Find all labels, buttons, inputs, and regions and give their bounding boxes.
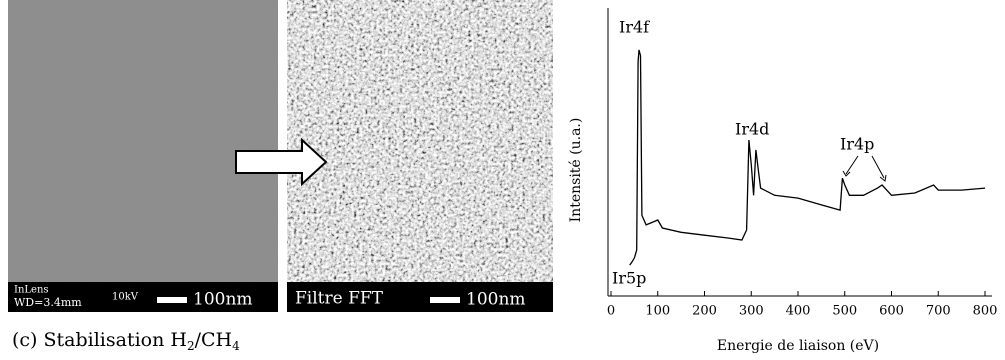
caption-text: (c) Stabilisation H bbox=[12, 329, 187, 351]
x-tick-label: 700 bbox=[926, 304, 951, 319]
sem-image: Filtre FFT 100nm bbox=[287, 0, 553, 312]
scale-label: 100nm bbox=[193, 290, 253, 310]
peak-label: Ir4f bbox=[619, 18, 650, 37]
scale-label: 100nm bbox=[466, 290, 526, 310]
image-label: InLens bbox=[14, 285, 49, 296]
image-label: Filtre FFT bbox=[295, 289, 384, 309]
sem-image: InLens WD=3.4mm 10kV 100nm bbox=[8, 0, 278, 312]
x-axis-label: Energie de liaison (eV) bbox=[717, 338, 879, 354]
caption-sub: 4 bbox=[232, 339, 240, 353]
x-tick-label: 0 bbox=[607, 304, 615, 319]
x-tick-label: 300 bbox=[739, 304, 764, 319]
x-tick-label: 400 bbox=[786, 304, 811, 319]
image-label: WD=3.4mm bbox=[14, 296, 82, 309]
x-tick-label: 100 bbox=[645, 304, 670, 319]
x-tick-label: 500 bbox=[832, 304, 857, 319]
x-tick-label: 200 bbox=[692, 304, 717, 319]
caption-text: /CH bbox=[195, 329, 233, 351]
caption-sub: 2 bbox=[187, 339, 195, 353]
annotation-arrow bbox=[842, 155, 887, 182]
peak-label: Ir4p bbox=[840, 135, 874, 154]
x-tick-label: 600 bbox=[879, 304, 904, 319]
caption: (c) Stabilisation H2/CH4 bbox=[12, 329, 240, 353]
image-label: 10kV bbox=[112, 292, 139, 303]
peak-label: Ir5p bbox=[612, 269, 646, 288]
y-axis-label: Intensité (u.a.) bbox=[568, 118, 584, 223]
spectrum-line bbox=[629, 49, 986, 266]
spectrum-chart: Energie de liaison (eV) Intensité (u.a.)… bbox=[568, 8, 997, 354]
x-tick-label: 800 bbox=[973, 304, 998, 319]
arrow bbox=[235, 137, 328, 187]
peak-label: Ir4d bbox=[735, 120, 769, 139]
